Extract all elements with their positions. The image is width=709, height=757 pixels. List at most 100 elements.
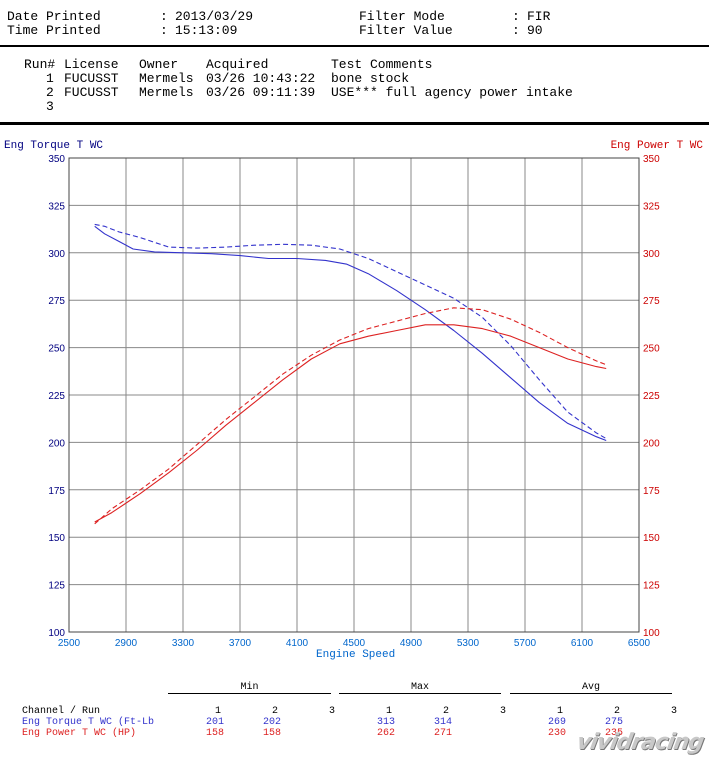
filter-value-sep: :: [512, 23, 520, 38]
y-tick-label-right: 300: [643, 249, 660, 260]
y-tick-label-right: 225: [643, 391, 660, 402]
summary-value: 230: [547, 728, 566, 739]
x-tick-label: 2900: [115, 638, 138, 649]
run-acquired: 03/26 10:43:22: [206, 71, 316, 86]
y-tick-label-left: 175: [48, 486, 65, 497]
y-tick-label-left: 100: [48, 628, 65, 639]
col-run: Run#: [24, 57, 56, 72]
chart-series: [94, 223, 607, 525]
y-tick-label-left: 300: [48, 249, 65, 260]
run-owner: Mermels: [139, 71, 194, 86]
summary-run-number: 3: [499, 706, 506, 717]
chart-divider: [0, 122, 709, 125]
y-tick-label-right: 125: [643, 581, 660, 592]
summary-run-number: 2: [613, 706, 620, 717]
summary-run-number: 1: [214, 706, 221, 717]
filter-mode-label: Filter Mode: [359, 9, 445, 24]
date-printed-sep: :: [160, 9, 168, 24]
power-run1-line: [94, 324, 607, 523]
run-license: FUCUSST: [64, 85, 119, 100]
summary-channel-label: Eng Power T WC (HP): [22, 728, 137, 739]
x-tick-label: 4100: [286, 638, 309, 649]
x-tick-label: 3700: [229, 638, 252, 649]
y-tick-label-right: 325: [643, 201, 660, 212]
run-comment: USE*** full agency power intake: [331, 85, 573, 100]
x-tick-label: 4500: [343, 638, 366, 649]
y-tick-label-left: 275: [48, 296, 65, 307]
header-divider: [0, 45, 709, 47]
summary-group-header: Min: [240, 682, 259, 693]
vividracing-watermark: vividracing: [574, 730, 706, 755]
summary-channel-label: Eng Torque T WC (Ft-Lb: [22, 717, 155, 728]
time-printed-sep: :: [160, 23, 168, 38]
y-tick-label-left: 125: [48, 581, 65, 592]
run-number: 2: [46, 85, 54, 100]
x-tick-label: 6500: [628, 638, 651, 649]
filter-value-value: 90: [527, 23, 543, 38]
x-axis-title: Engine Speed: [316, 649, 396, 661]
y-tick-label-right: 150: [643, 533, 660, 544]
run-owner: Mermels: [139, 85, 194, 100]
summary-group-rule: [510, 693, 672, 694]
time-printed-value: 15:13:09: [175, 23, 238, 38]
y-tick-label-left: 350: [48, 154, 65, 165]
col-license: License: [64, 57, 119, 72]
date-printed-value: 2013/03/29: [175, 9, 254, 24]
summary-value: 158: [205, 728, 224, 739]
run-license: FUCUSST: [64, 71, 119, 86]
y-tick-label-right: 350: [643, 154, 660, 165]
time-printed-label: Time Printed: [7, 23, 101, 38]
y-tick-label-right: 175: [643, 486, 660, 497]
y-tick-label-left: 150: [48, 533, 65, 544]
x-tick-label: 2500: [58, 638, 81, 649]
summary-group-header: Max: [410, 682, 429, 693]
filter-mode-sep: :: [512, 9, 520, 24]
summary-value: 313: [376, 717, 395, 728]
col-acquired: Acquired: [206, 57, 269, 72]
summary-run-number: 3: [328, 706, 335, 717]
plot-border: [68, 157, 640, 633]
right-axis-title: Eng Power T WC: [610, 140, 703, 152]
y-tick-label-left: 225: [48, 391, 65, 402]
plot-frame: [68, 157, 640, 633]
x-tick-label: 5700: [514, 638, 537, 649]
tick-labels: 2500 2900 3300 3700 4100 4500 4900 5300 5700 6100…: [48, 154, 660, 649]
y-tick-label-right: 250: [643, 344, 660, 355]
x-tick-label: 3300: [172, 638, 195, 649]
y-tick-label-right: 275: [643, 296, 660, 307]
summary-value: 202: [262, 717, 281, 728]
summary-value: 235: [604, 728, 623, 739]
y-tick-label-right: 100: [643, 628, 660, 639]
torque-run2-line: [94, 223, 607, 440]
summary-value: 275: [604, 717, 623, 728]
x-tick-label: 5300: [457, 638, 480, 649]
y-tick-label-left: 325: [48, 201, 65, 212]
summary-group-rule: [168, 693, 331, 694]
summary-run-number: 1: [385, 706, 392, 717]
y-tick-label-left: 250: [48, 344, 65, 355]
col-comments: Test Comments: [331, 57, 433, 72]
summary-value: 262: [376, 728, 395, 739]
run-acquired: 03/26 09:11:39: [206, 85, 316, 100]
dyno-chart: 2500 2900 3300 3700 4100 4500 4900 5300 5700 6100…: [48, 154, 660, 649]
torque-run1-line: [94, 225, 607, 442]
y-tick-label-right: 200: [643, 438, 660, 449]
channel-run-label: Channel / Run: [22, 706, 101, 717]
summary-run-number: 2: [271, 706, 278, 717]
chart-grid: [68, 157, 640, 633]
power-run2-line: [94, 307, 607, 525]
summary-run-number: 2: [442, 706, 449, 717]
summary-value: 158: [262, 728, 281, 739]
summary-value: 271: [433, 728, 452, 739]
run-number: 1: [46, 71, 54, 86]
x-tick-label: 6100: [571, 638, 594, 649]
filter-mode-value: FIR: [527, 9, 551, 24]
y-tick-label-left: 200: [48, 438, 65, 449]
summary-value: 314: [433, 717, 452, 728]
x-tick-label: 4900: [400, 638, 423, 649]
filter-value-label: Filter Value: [359, 23, 453, 38]
summary-value: 201: [205, 717, 224, 728]
date-printed-label: Date Printed: [7, 9, 101, 24]
summary-value: 269: [547, 717, 566, 728]
summary-group-rule: [339, 693, 501, 694]
